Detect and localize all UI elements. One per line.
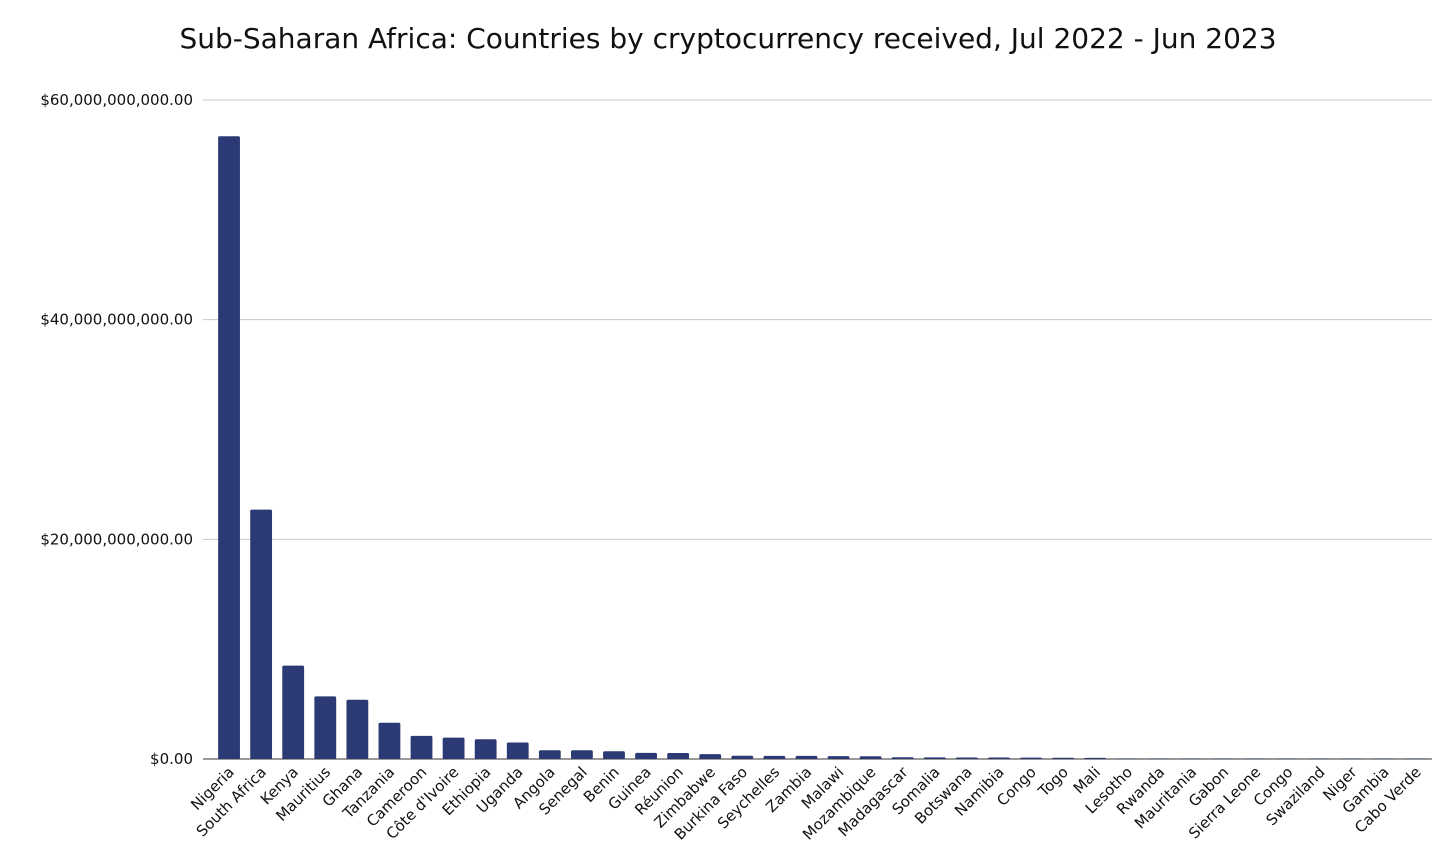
bar: [988, 757, 1010, 759]
bar: [699, 754, 722, 759]
y-tick-label: $40,000,000,000.00: [40, 311, 193, 329]
bar: [731, 755, 754, 759]
bar: [314, 696, 337, 759]
bar: [603, 751, 625, 759]
bar: [667, 752, 690, 759]
bar: [1180, 758, 1203, 759]
bar: [795, 755, 818, 759]
bar: [474, 739, 497, 759]
bar: [1148, 758, 1171, 759]
bar: [538, 750, 561, 759]
y-tick-label: $60,000,000,000.00: [40, 91, 193, 109]
bar: [506, 742, 529, 759]
y-axis-ticks: $0.00 $20,000,000,000.00 $40,000,000,000.0…: [40, 91, 193, 768]
bar: [1340, 758, 1363, 759]
bar: [891, 757, 914, 759]
bar: [410, 735, 433, 759]
chart-title: Sub-Saharan Africa: Countries by cryptoc…: [179, 22, 1277, 55]
bars: [218, 136, 1427, 759]
bar: [1308, 758, 1331, 759]
bar: [442, 737, 465, 759]
bar: [763, 755, 786, 759]
x-tick-label: Togo: [1034, 763, 1072, 801]
bar: [1244, 758, 1267, 759]
bar: [1405, 758, 1427, 759]
bar: [1052, 757, 1074, 759]
bar: [923, 757, 946, 759]
bar: [378, 722, 401, 759]
bar: [250, 509, 273, 759]
bar: [1212, 758, 1235, 759]
bar: [859, 756, 882, 759]
y-tick-label: $0.00: [150, 750, 193, 768]
bar: [1276, 758, 1299, 759]
bar: [1372, 758, 1395, 759]
gridlines: [203, 99, 1432, 760]
bar: [218, 136, 240, 759]
bar: [1116, 758, 1139, 759]
bar: [1084, 757, 1107, 759]
bar: [346, 699, 369, 759]
bar: [635, 752, 657, 759]
y-tick-label: $20,000,000,000.00: [40, 530, 193, 548]
bar: [571, 750, 593, 759]
bar: [955, 757, 978, 759]
bar: [282, 665, 305, 759]
bar: [827, 756, 850, 759]
bar: [1020, 757, 1042, 759]
